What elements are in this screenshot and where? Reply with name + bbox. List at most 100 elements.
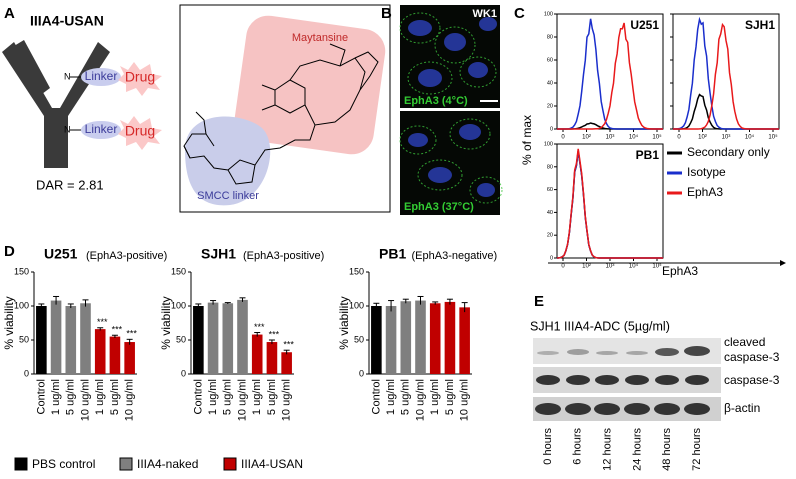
y-tick-label: 50 — [19, 334, 29, 344]
x-tick-label: 10³ — [606, 135, 615, 141]
histogram-curve — [556, 150, 663, 259]
x-tick-label: 5 ug/ml — [400, 379, 412, 415]
legend-label: EphA3 — [687, 185, 723, 199]
legend-swatch — [119, 457, 133, 471]
bar — [400, 301, 412, 374]
lane-label: 48 hours — [661, 428, 673, 471]
legend-label: Isotype — [687, 165, 726, 179]
smcc-region — [185, 116, 271, 206]
dar-label: DAR = 2.81 — [36, 177, 104, 192]
bar — [415, 300, 426, 374]
histogram-title: PB1 — [636, 148, 660, 162]
legend: PBS control IIIA4-naked IIIA4-USAN — [14, 457, 303, 471]
x-tick-label: 5 ug/ml — [444, 379, 456, 415]
x-tick-label: Control — [192, 379, 204, 414]
lane-labels: 0 hours 6 hours 12 hours 24 hours 48 hours 72… — [542, 428, 703, 471]
x-tick-label: 1 ug/ml — [385, 379, 397, 415]
drug-label: Drug — [125, 123, 155, 139]
y-tick-label: 100 — [14, 300, 29, 310]
x-tick-label: 1 ug/ml — [429, 379, 441, 415]
structure-box — [179, 4, 391, 213]
maytansine-region — [234, 15, 386, 155]
panel-letter: B — [381, 5, 392, 22]
x-tick-label: 10² — [582, 135, 591, 141]
significance-label: *** — [126, 329, 137, 339]
x-tick-label: Control — [370, 379, 382, 414]
legend-swatch — [14, 457, 28, 471]
bar — [109, 336, 121, 374]
bar — [459, 307, 470, 374]
y-axis-label: % viability — [2, 296, 16, 349]
significance-label: *** — [269, 329, 280, 339]
bar — [385, 306, 397, 374]
bar — [444, 301, 456, 374]
nuclei — [408, 17, 497, 197]
x-tick-label: 0 — [561, 264, 565, 270]
y-axis-label: % viability — [337, 296, 351, 349]
arrow-head — [780, 260, 786, 266]
x-tick-label: 10² — [698, 135, 707, 141]
y-tick-label: 20 — [547, 103, 553, 109]
bar — [281, 352, 292, 374]
atom: N — [64, 124, 71, 134]
x-tick-label: 5 ug/ml — [266, 379, 278, 415]
x-tick-label: 10⁴ — [629, 263, 639, 270]
axis-label: % of max — [520, 115, 534, 165]
y-tick-label: 0 — [181, 368, 186, 378]
bar — [50, 300, 62, 374]
x-tick-label: 10⁵ — [652, 263, 662, 270]
x-tick-label: 10⁵ — [768, 134, 778, 141]
atom: N — [64, 71, 71, 81]
chemical-structure — [183, 43, 379, 185]
stain-label: EphA3 (37°C) — [404, 201, 474, 213]
bar-charts: U251 (EphA3-positive) % viability 0 50 100 150… — [2, 246, 497, 422]
row-label: caspase-3 — [724, 373, 780, 387]
x-tick-label: 10 ug/ml — [124, 379, 136, 421]
histogram-curve — [673, 22, 779, 130]
antibody — [2, 40, 110, 168]
bar — [266, 342, 278, 374]
x-tick-label: 10 ug/ml — [281, 379, 293, 421]
histogram-curve — [556, 148, 663, 259]
row-label: caspase-3 — [724, 350, 780, 364]
y-tick-label: 100 — [349, 300, 364, 310]
histogram-curve — [557, 22, 663, 130]
x-tick-label: 10⁴ — [629, 134, 639, 141]
y-tick-label: 80 — [547, 34, 553, 40]
panel-letter: A — [4, 5, 15, 22]
y-tick-label: 100 — [171, 300, 186, 310]
bar — [65, 306, 77, 374]
drug-shape — [118, 62, 162, 96]
x-tick-label: Control — [35, 379, 47, 414]
y-tick-label: 40 — [547, 80, 553, 86]
histogram-curve — [557, 18, 663, 130]
x-tick-label: 0 — [677, 135, 681, 141]
chart-title: U251 — [44, 246, 78, 262]
panel-letter: E — [534, 293, 544, 310]
y-tick-label: 100 — [544, 141, 553, 147]
bar — [371, 306, 382, 374]
y-tick-label: 20 — [547, 233, 553, 239]
drug-shape — [118, 116, 162, 150]
region-label: SMCC linker — [197, 190, 259, 202]
bar — [80, 303, 91, 374]
cell-line-label: WK1 — [473, 8, 497, 20]
histogram-title: SJH1 — [745, 18, 775, 32]
significance-label: *** — [254, 322, 265, 332]
x-tick-label: 10³ — [722, 135, 731, 141]
y-tick-label: 50 — [354, 334, 364, 344]
region-label: Maytansine — [292, 32, 348, 44]
row-label: cleaved — [724, 335, 765, 349]
linker-label: Linker — [85, 69, 118, 83]
x-tick-label: 10 ug/ml — [79, 379, 91, 421]
y-tick-label: 60 — [547, 57, 553, 63]
chart-subtitle: (EphA3-positive) — [86, 250, 167, 262]
blot-title: SJH1 IIIA4-ADC (5µg/ml) — [530, 319, 670, 333]
panel-title: IIIA4-USAN — [30, 13, 104, 29]
bar — [124, 342, 135, 374]
drug-label: Drug — [125, 69, 155, 85]
x-tick-label: 10² — [582, 264, 591, 270]
y-tick-label: 0 — [359, 368, 364, 378]
lane-label: 72 hours — [691, 428, 703, 471]
x-tick-label: 10 ug/ml — [459, 379, 471, 421]
